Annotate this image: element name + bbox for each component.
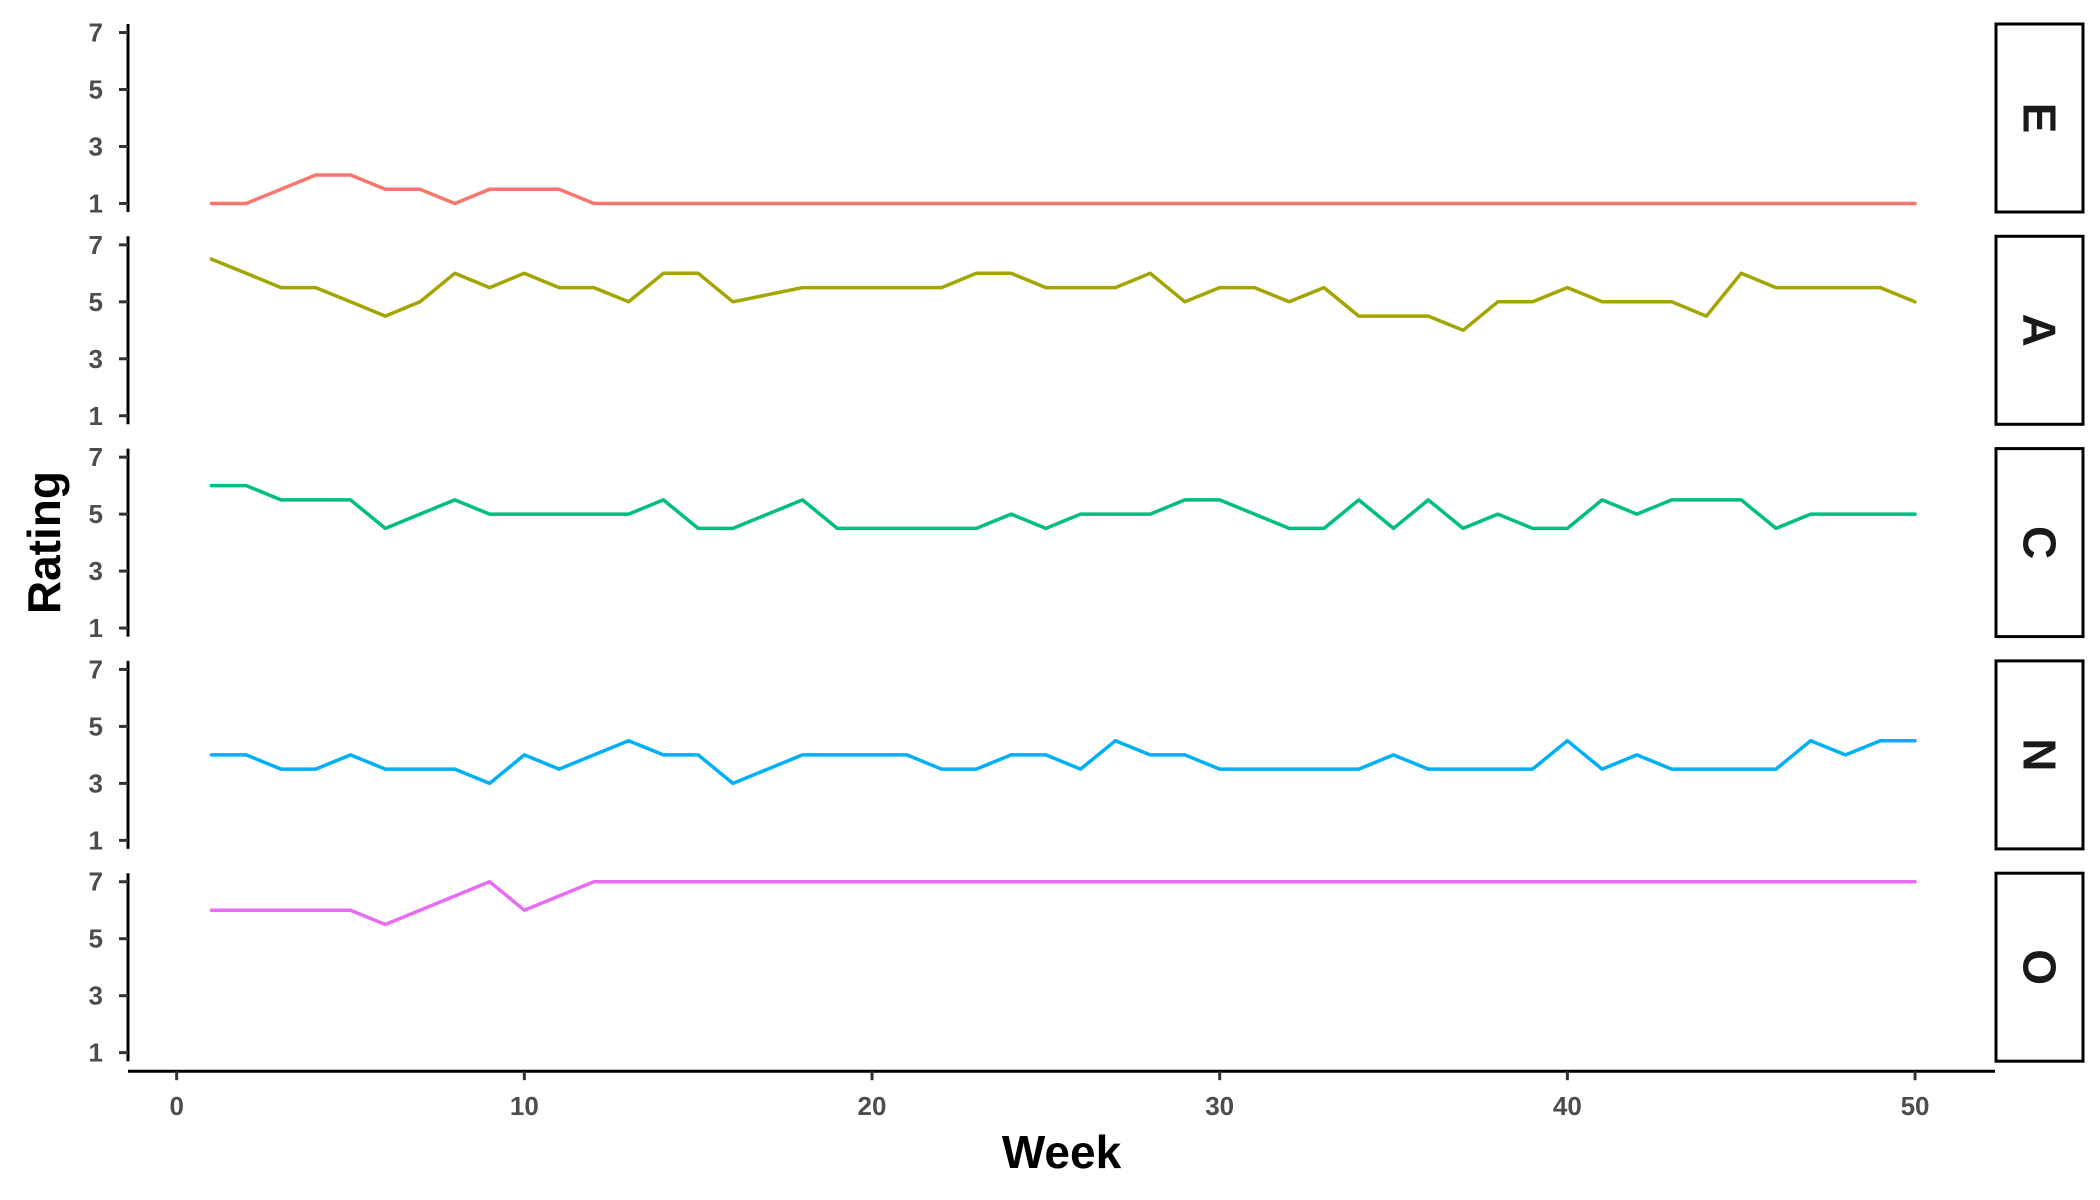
- y-tick-label: 3: [89, 556, 103, 586]
- y-tick-label: 7: [89, 654, 103, 684]
- y-tick-label: 1: [89, 1038, 103, 1068]
- y-tick-label: 7: [89, 442, 103, 472]
- facet-strip-label: C: [2014, 526, 2066, 559]
- facet-panel-A: 1 3 5 7 A: [89, 230, 2085, 431]
- facet-panel-N: 1 3 5 7 N: [89, 654, 2085, 855]
- x-tick-label: 40: [1553, 1091, 1582, 1121]
- facet-strip-label: O: [2014, 949, 2066, 985]
- x-tick-label: 0: [169, 1091, 183, 1121]
- y-tick-label: 3: [89, 768, 103, 798]
- facet-strip-box-O: [1994, 871, 2085, 1063]
- y-tick-label: 3: [89, 344, 103, 374]
- y-tick-label: 3: [89, 981, 103, 1011]
- facet-panels: 1 3 5 7 E 1 3 5 7 A 1 3 5 7 C 1 3 5 7 N 1 3 5 7 O: [89, 18, 2085, 1068]
- series-line-O: [209, 879, 1917, 927]
- series-line-C: [209, 483, 1917, 531]
- y-tick-label: 1: [89, 188, 103, 218]
- facet-panel-O: 1 3 5 7 O: [89, 867, 2085, 1068]
- y-tick-label: 1: [89, 401, 103, 431]
- y-axis-title: Rating: [18, 471, 70, 614]
- facet-strip-box-N: [1994, 659, 2085, 851]
- facet-strip-label: E: [2014, 103, 2066, 134]
- series-line-N: [209, 738, 1917, 786]
- x-axis-title: Week: [1002, 1126, 1122, 1178]
- x-tick-label: 50: [1901, 1091, 1930, 1121]
- y-tick-label: 5: [89, 924, 103, 954]
- y-tick-label: 5: [89, 287, 103, 317]
- x-tick-label: 20: [858, 1091, 887, 1121]
- series-line-E: [209, 173, 1917, 206]
- x-tick-label: 30: [1205, 1091, 1234, 1121]
- y-tick-label: 5: [89, 499, 103, 529]
- series-line-A: [209, 257, 1917, 333]
- facet-panel-C: 1 3 5 7 C: [89, 442, 2085, 643]
- y-tick-label: 7: [89, 230, 103, 260]
- y-tick-label: 7: [89, 867, 103, 897]
- y-tick-label: 1: [89, 825, 103, 855]
- y-tick-label: 1: [89, 613, 103, 643]
- y-tick-label: 7: [89, 18, 103, 48]
- x-axis: 0 10 20 30 40 50: [128, 1069, 1995, 1121]
- facet-strip-label: N: [2014, 738, 2066, 771]
- y-tick-label: 5: [89, 75, 103, 105]
- facet-strip-label: A: [2014, 314, 2066, 347]
- y-tick-label: 3: [89, 131, 103, 161]
- facet-panel-E: 1 3 5 7 E: [89, 18, 2085, 218]
- facet-strip-box-A: [1994, 234, 2085, 426]
- facet-strip-box-C: [1994, 447, 2085, 639]
- x-tick-label: 10: [510, 1091, 539, 1121]
- y-tick-label: 5: [89, 711, 103, 741]
- facet-strip-box-E: [1994, 22, 2085, 214]
